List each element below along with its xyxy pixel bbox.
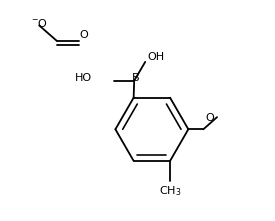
Text: HO: HO bbox=[75, 73, 92, 83]
Text: O: O bbox=[79, 30, 88, 40]
Text: $^{-}$O: $^{-}$O bbox=[31, 17, 48, 29]
Text: CH$_3$: CH$_3$ bbox=[159, 184, 181, 198]
Text: OH: OH bbox=[147, 52, 164, 63]
Text: O: O bbox=[205, 113, 214, 123]
Text: B: B bbox=[131, 73, 139, 83]
